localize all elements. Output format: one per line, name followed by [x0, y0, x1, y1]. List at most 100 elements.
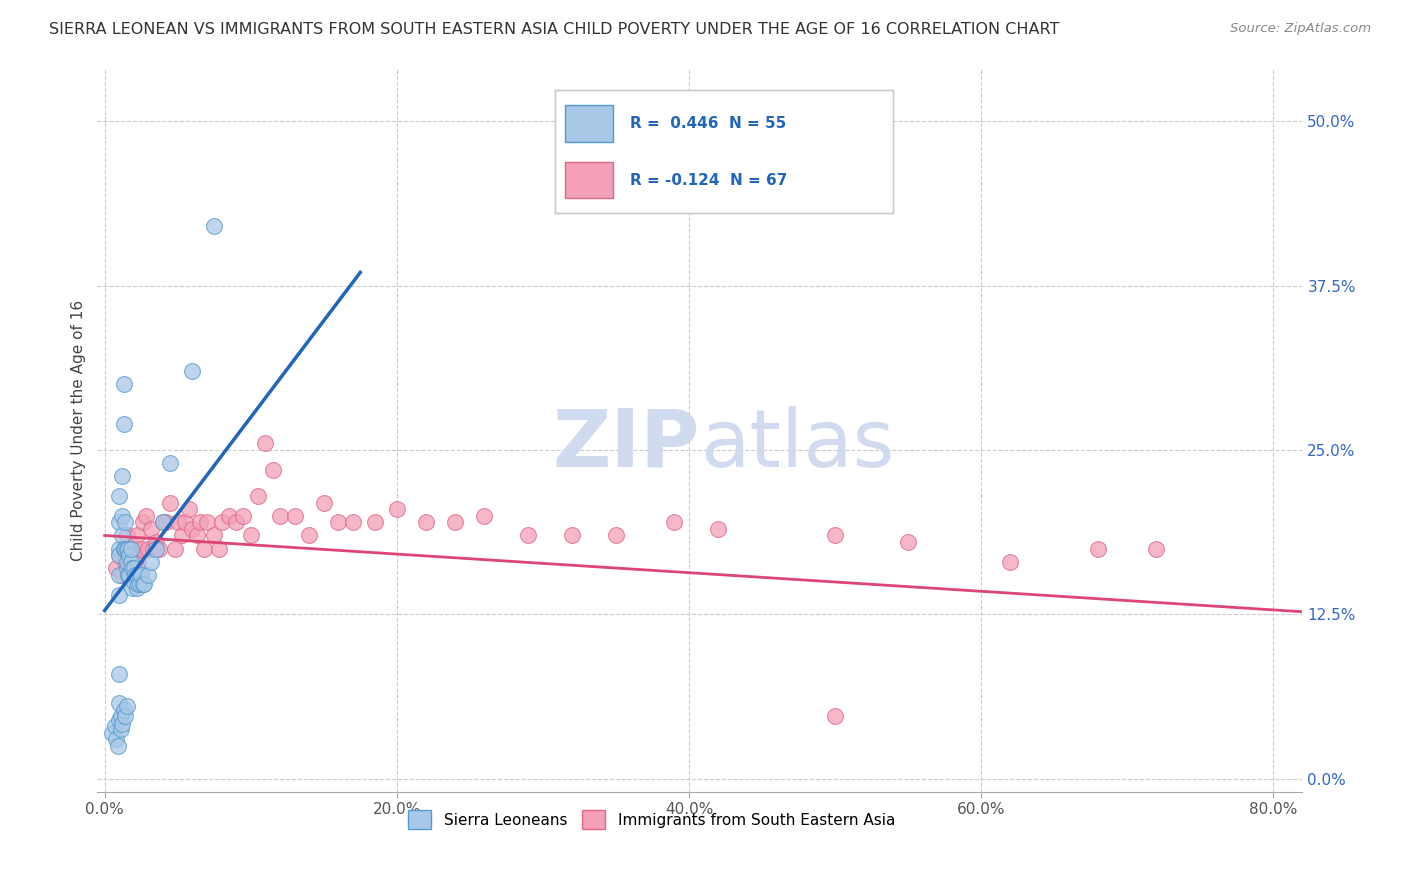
Y-axis label: Child Poverty Under the Age of 16: Child Poverty Under the Age of 16 — [72, 300, 86, 561]
Point — [112, 417, 135, 431]
Point — [385, 502, 408, 516]
Point — [181, 364, 204, 378]
Point — [824, 708, 846, 723]
Point — [124, 541, 146, 556]
Point — [218, 508, 240, 523]
Point — [108, 548, 131, 562]
Point — [211, 516, 233, 530]
Point — [225, 516, 247, 530]
Point — [135, 508, 157, 523]
Point — [186, 528, 208, 542]
Point — [111, 508, 134, 523]
Point — [132, 577, 155, 591]
Point — [239, 528, 262, 542]
Point — [110, 708, 132, 723]
Point — [444, 516, 467, 530]
Point — [112, 377, 135, 392]
Point — [1000, 555, 1022, 569]
Point — [152, 516, 174, 530]
Point — [174, 516, 197, 530]
Point — [111, 469, 134, 483]
Point — [298, 528, 321, 542]
Point — [262, 463, 284, 477]
Point — [112, 541, 135, 556]
Point — [152, 516, 174, 530]
Point — [101, 725, 124, 739]
Point — [163, 541, 186, 556]
Point — [108, 588, 131, 602]
Point — [108, 548, 131, 562]
Point — [328, 516, 350, 530]
Point — [141, 522, 163, 536]
Point — [364, 516, 387, 530]
Point — [114, 541, 136, 556]
Point — [107, 739, 129, 753]
Point — [121, 548, 143, 562]
Point — [121, 561, 143, 575]
Point — [145, 541, 167, 556]
Point — [110, 722, 132, 736]
Point — [125, 568, 148, 582]
Point — [115, 541, 138, 556]
Point — [145, 535, 167, 549]
Point — [111, 568, 134, 582]
Point — [115, 555, 138, 569]
Point — [131, 577, 153, 591]
Point — [117, 541, 139, 556]
Point — [118, 561, 141, 575]
Point — [148, 541, 170, 556]
Point — [111, 528, 134, 542]
Point — [105, 561, 128, 575]
Point — [117, 555, 139, 569]
Point — [112, 703, 135, 717]
Point — [664, 516, 686, 530]
Point — [115, 561, 138, 575]
Point — [122, 555, 145, 569]
Point — [707, 522, 730, 536]
Point — [125, 581, 148, 595]
Point — [561, 528, 583, 542]
Point — [114, 708, 136, 723]
Point — [114, 555, 136, 569]
Point — [159, 495, 181, 509]
Point — [824, 528, 846, 542]
Point — [605, 528, 627, 542]
Point — [108, 568, 131, 582]
Point — [202, 219, 225, 234]
Point — [121, 581, 143, 595]
Point — [897, 535, 920, 549]
Point — [166, 516, 188, 530]
Point — [188, 516, 211, 530]
Point — [108, 489, 131, 503]
Point — [141, 555, 163, 569]
Point — [159, 456, 181, 470]
Point — [195, 516, 218, 530]
Point — [142, 541, 165, 556]
Point — [269, 508, 291, 523]
Point — [108, 696, 131, 710]
Point — [129, 568, 152, 582]
Point — [1144, 541, 1167, 556]
Point — [108, 666, 131, 681]
Point — [118, 548, 141, 562]
Point — [127, 555, 149, 569]
Legend: Sierra Leoneans, Immigrants from South Eastern Asia: Sierra Leoneans, Immigrants from South E… — [402, 804, 901, 835]
Text: ZIP: ZIP — [553, 406, 700, 483]
Point — [312, 495, 335, 509]
Point — [128, 577, 150, 591]
Point — [111, 716, 134, 731]
Point — [138, 541, 160, 556]
Point — [138, 568, 160, 582]
Point — [120, 541, 142, 556]
Point — [232, 508, 254, 523]
Point — [120, 541, 142, 556]
Point — [108, 541, 131, 556]
Point — [108, 713, 131, 727]
Point — [125, 528, 148, 542]
Point — [193, 541, 215, 556]
Point — [122, 574, 145, 589]
Point — [207, 541, 229, 556]
Point — [254, 436, 277, 450]
Point — [112, 541, 135, 556]
Point — [104, 719, 127, 733]
